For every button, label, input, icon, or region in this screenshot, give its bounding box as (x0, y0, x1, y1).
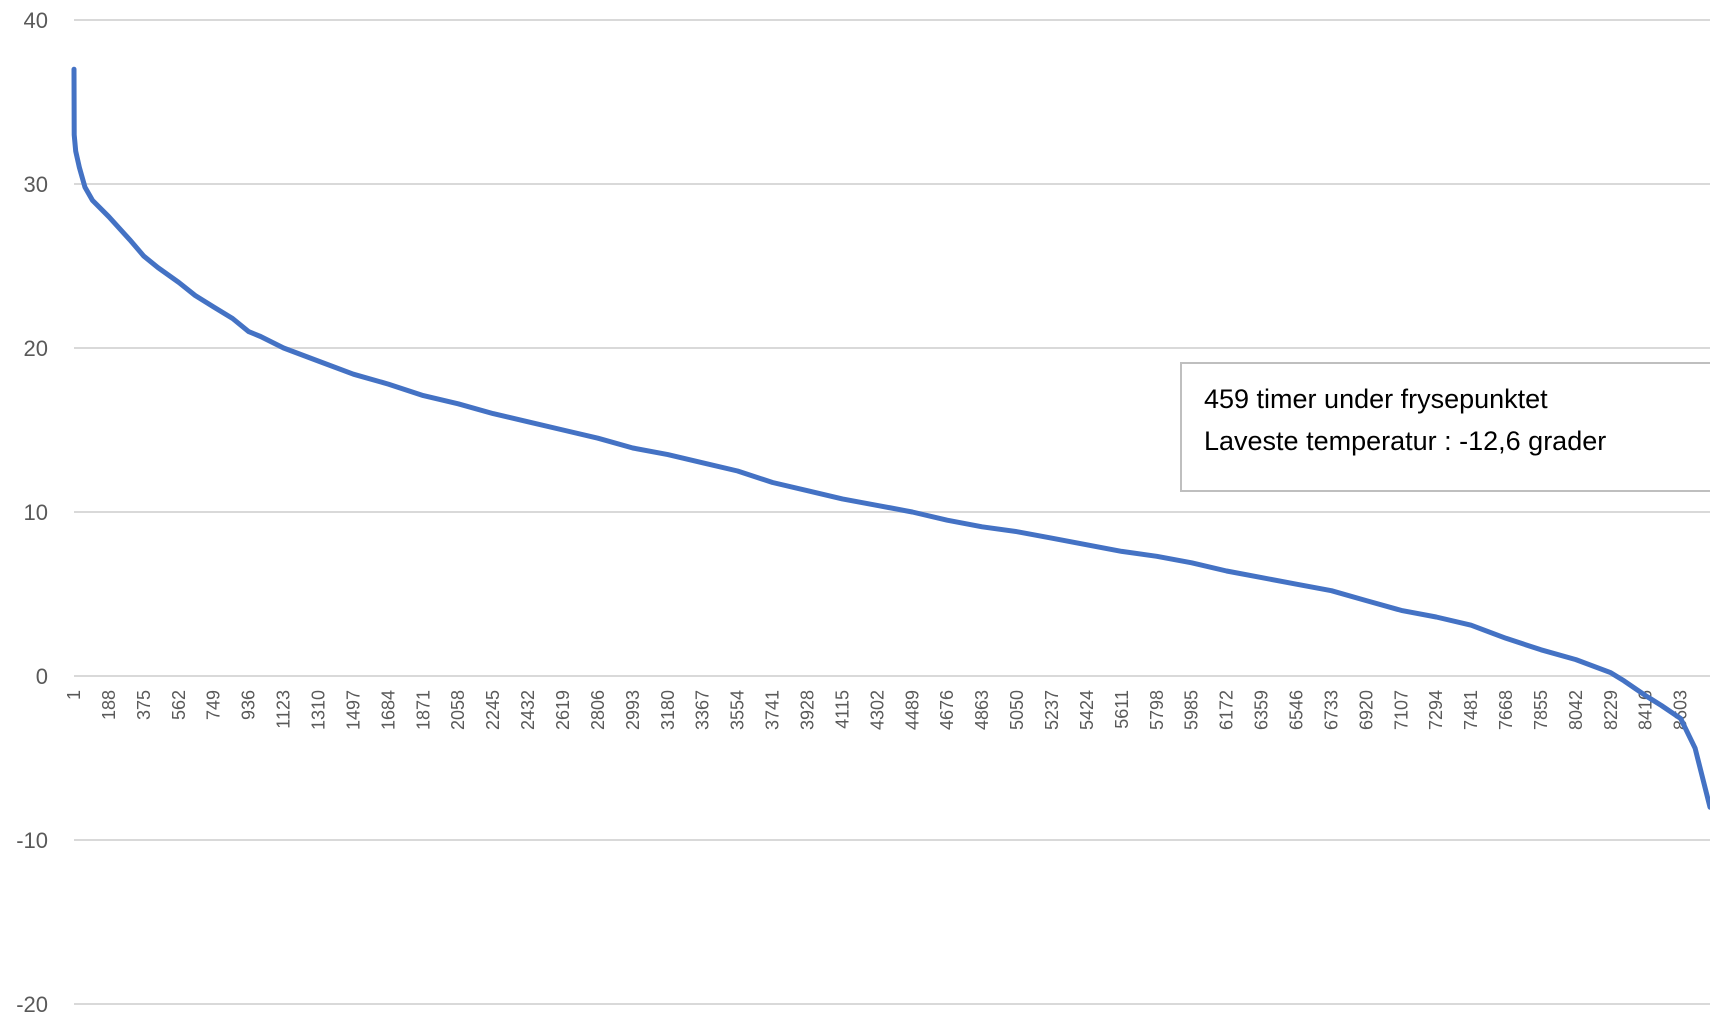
x-tick-label: 7668 (1496, 690, 1516, 730)
x-tick-label: 3180 (658, 690, 678, 730)
x-tick-label: 3741 (763, 690, 783, 730)
x-axis-ticks: 1 188 375 562 749 936 1123 1310 1497 1684 1871 2058… (64, 690, 1691, 730)
x-tick-label: 6546 (1286, 690, 1306, 730)
y-tick-label: -20 (16, 992, 48, 1017)
y-tick-label: -10 (16, 828, 48, 853)
x-tick-label: 7294 (1426, 690, 1446, 730)
x-tick-label: 4115 (832, 690, 852, 729)
x-tick-label: 7481 (1461, 690, 1481, 730)
x-tick-label: 8042 (1566, 690, 1586, 730)
x-tick-label: 2619 (553, 690, 573, 730)
x-tick-label: 1 (64, 690, 84, 700)
x-tick-label: 2993 (623, 690, 643, 730)
x-tick-label: 1123 (274, 690, 294, 729)
x-tick-label: 6733 (1321, 690, 1341, 730)
x-tick-label: 7107 (1391, 690, 1411, 730)
x-tick-label: 4489 (902, 690, 922, 730)
y-tick-label: 10 (24, 500, 48, 525)
series-line-0 (71, 66, 1710, 810)
x-tick-label: 6920 (1356, 690, 1376, 730)
x-tick-label: 8603 (1671, 690, 1691, 730)
x-tick-label: 5985 (1182, 690, 1202, 730)
x-tick-label: 7855 (1531, 690, 1551, 730)
x-tick-label: 5611 (1112, 690, 1132, 729)
x-tick-label: 749 (204, 690, 224, 720)
x-tick-label: 375 (134, 690, 154, 720)
x-tick-label: 3554 (728, 690, 748, 730)
y-tick-label: 40 (24, 8, 48, 33)
x-tick-label: 562 (169, 690, 189, 720)
x-tick-label: 2058 (448, 690, 468, 730)
x-tick-label: 6359 (1252, 690, 1272, 730)
x-tick-label: 4302 (867, 690, 887, 730)
annotation-box: 459 timer under frysepunktet Laveste tem… (1180, 362, 1710, 492)
annotation-line-lowest-temp: Laveste temperatur : -12,6 grader (1204, 426, 1607, 456)
y-axis-ticks: 40 30 20 10 0 -10 -20 (16, 8, 48, 1017)
y-tick-label: 30 (24, 172, 48, 197)
x-tick-label: 1497 (343, 690, 363, 730)
series-layer (71, 66, 1710, 810)
x-tick-label: 5798 (1147, 690, 1167, 730)
x-tick-label: 5050 (1007, 690, 1027, 730)
gridlines (74, 19, 1710, 1005)
x-tick-label: 8229 (1601, 690, 1621, 730)
x-tick-label: 188 (99, 690, 119, 720)
x-tick-label: 2245 (483, 690, 503, 730)
x-tick-label: 1871 (413, 690, 433, 730)
x-tick-label: 1310 (308, 690, 328, 730)
x-tick-label: 3928 (797, 690, 817, 730)
x-tick-label: 4863 (972, 690, 992, 730)
x-tick-label: 6172 (1217, 690, 1237, 730)
x-tick-label: 2806 (588, 690, 608, 730)
x-tick-label: 2432 (518, 690, 538, 730)
annotation-line-hours: 459 timer under frysepunktet (1204, 384, 1548, 414)
y-tick-label: 0 (36, 664, 48, 689)
x-tick-label: 3367 (693, 690, 713, 730)
x-tick-label: 1684 (378, 690, 398, 730)
x-tick-label: 936 (239, 690, 259, 720)
x-tick-label: 5424 (1077, 690, 1097, 730)
y-tick-label: 20 (24, 336, 48, 361)
x-tick-label: 4676 (937, 690, 957, 730)
x-tick-label: 5237 (1042, 690, 1062, 730)
